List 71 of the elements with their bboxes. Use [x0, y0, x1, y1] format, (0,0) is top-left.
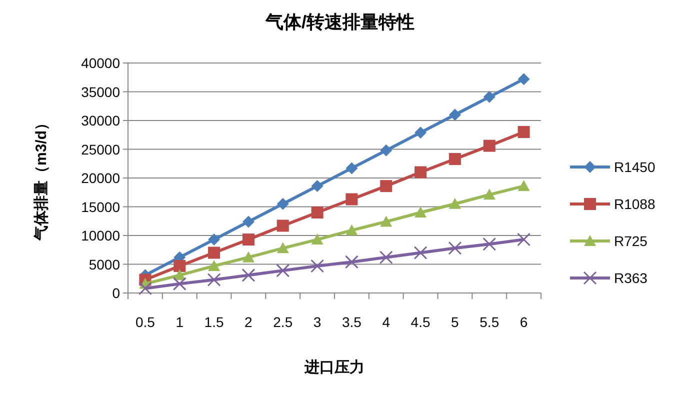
point — [242, 251, 254, 262]
point — [483, 140, 496, 152]
y-tick-label: 10000 — [81, 228, 120, 244]
point — [518, 73, 530, 86]
x-tick-label: 0.5 — [135, 314, 156, 330]
point — [346, 193, 358, 206]
x-axis-title: 进口压力 — [304, 359, 364, 376]
legend-label: R363 — [614, 270, 648, 286]
y-tick-label: 35000 — [81, 84, 120, 100]
legend-label: R1088 — [614, 196, 656, 212]
x-tick-label: 2.5 — [273, 314, 293, 330]
point — [311, 206, 324, 218]
point — [518, 126, 530, 138]
point — [311, 180, 324, 192]
point — [483, 90, 496, 103]
point — [414, 206, 427, 218]
x-tick-label: 5 — [451, 314, 460, 330]
point — [276, 264, 290, 278]
point — [448, 108, 461, 121]
point — [208, 246, 220, 259]
point — [380, 144, 392, 156]
point — [208, 234, 220, 246]
point — [414, 246, 428, 260]
point — [172, 277, 186, 291]
y-tick-label: 0 — [112, 285, 120, 301]
y-tick-label: 20000 — [81, 170, 120, 186]
point — [482, 237, 496, 251]
x-tick-label: 1.5 — [204, 314, 224, 330]
point — [448, 153, 461, 166]
point — [208, 260, 220, 271]
y-tick-label: 5000 — [88, 256, 120, 272]
y-tick-label: 40000 — [81, 55, 120, 71]
point — [380, 216, 392, 227]
point — [414, 126, 427, 139]
x-tick-label: 4 — [382, 314, 390, 330]
point — [276, 198, 289, 210]
x-tick-label: 2 — [244, 314, 253, 330]
x-tick-label: 3.5 — [342, 314, 362, 330]
x-tick-label: 4.5 — [410, 314, 430, 330]
x-tick-label: 5.5 — [480, 314, 500, 330]
point — [379, 250, 393, 264]
point — [517, 232, 531, 246]
y-tick-label: 25000 — [81, 141, 120, 158]
point — [414, 166, 427, 178]
point — [138, 282, 152, 296]
point — [448, 198, 461, 209]
point — [311, 234, 324, 245]
point — [380, 180, 392, 192]
point — [346, 224, 358, 236]
point — [518, 180, 530, 192]
point — [207, 273, 221, 287]
legend-label: R1450 — [614, 159, 656, 175]
point — [344, 255, 358, 269]
point — [276, 242, 289, 254]
point — [483, 188, 496, 200]
point — [310, 259, 324, 273]
x-tick-label: 1 — [176, 314, 184, 330]
point — [276, 220, 289, 232]
point — [242, 268, 256, 282]
y-axis-title: 气体排量（m3/d） — [33, 115, 50, 242]
point — [242, 234, 254, 246]
x-tick-label: 3 — [313, 314, 322, 330]
legend-label: R725 — [614, 233, 648, 249]
point — [242, 216, 254, 228]
y-tick-label: 30000 — [81, 112, 120, 128]
point — [174, 260, 186, 272]
y-tick-label: 15000 — [81, 198, 120, 215]
point — [346, 162, 358, 174]
point — [448, 241, 462, 255]
chart-title: 气体/转速排量特性 — [264, 12, 415, 32]
x-tick-label: 6 — [520, 314, 528, 330]
